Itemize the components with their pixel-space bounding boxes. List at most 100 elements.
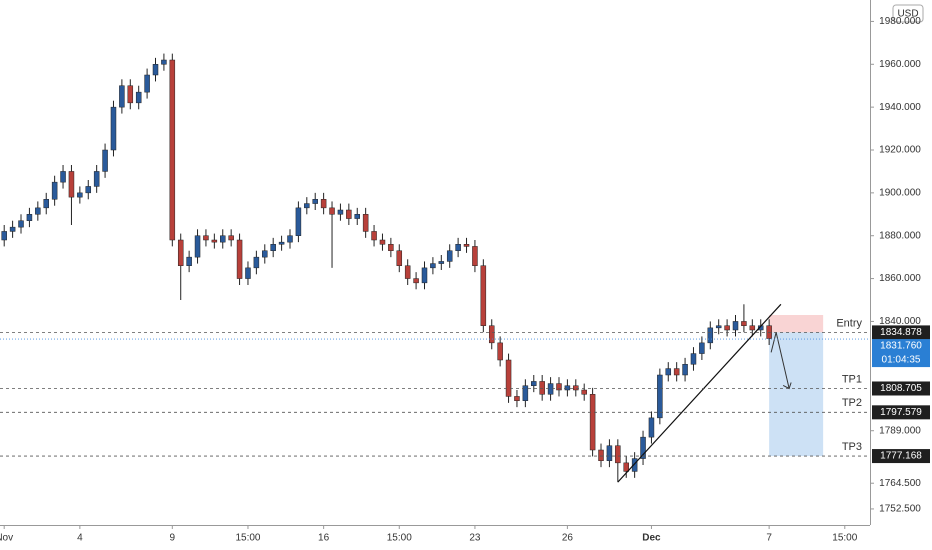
candle-body [362,214,369,232]
candle-body [690,353,697,365]
candle-body [135,91,142,104]
candle-body [547,383,554,395]
x-tick-label: 15:00 [387,533,412,544]
candle-body [304,203,310,209]
candle-body [161,59,167,65]
candle-body [480,265,487,326]
candle-body [127,85,134,104]
price-label-box [872,325,930,340]
candle-body [522,385,529,401]
candle-body [539,381,545,395]
last-price-label: 1831.760 [880,341,922,352]
x-tick-label: 15:00 [235,533,260,544]
candle-body [35,207,41,215]
candle-body [615,445,621,464]
currency[interactable]: USD [897,9,918,20]
candle-body [707,327,714,344]
candle-body [531,381,537,386]
candle-body [1,231,7,241]
candle-body [581,389,587,395]
candle-body [169,59,176,241]
candle-body [337,209,344,215]
candle-body [68,171,75,198]
candle-body [699,342,705,354]
arrow-head [782,382,792,390]
candle-body [430,263,436,269]
y-tick-label: 1980.000 [879,16,921,27]
currency-box[interactable] [892,4,924,23]
level-name: TP2 [842,397,862,409]
candle-body [203,235,209,241]
candle-body [110,106,117,151]
candle-body [85,186,92,194]
candle-body [749,325,756,331]
price-label: 1777.168 [880,451,922,462]
x-tick-label: 15:00 [832,533,857,544]
price-label: 1797.579 [880,407,922,418]
candle-body [295,207,302,236]
x-tick-label: 4 [77,533,83,544]
candle-body [287,235,293,243]
candle-body [388,244,394,251]
x-tick-label: Dec [642,533,661,544]
price-label-box [872,449,930,464]
candle-body [228,235,234,241]
candle-body [438,261,445,264]
candle-body [648,417,655,438]
x-tick-label: Nov [0,533,13,544]
x-tick-label: 26 [562,533,574,544]
candle-body [177,239,184,266]
candle-body [270,244,276,251]
candle-body [278,241,285,245]
candle-body [93,171,100,187]
level-name: TP1 [842,373,862,385]
candle-body [657,374,663,419]
candle-body [488,325,495,344]
y-tick-label: 1789.000 [879,425,921,436]
candle-body [741,321,747,326]
candle-body [211,239,218,243]
y-tick-label: 1840.000 [879,316,921,327]
candle-body [606,445,613,461]
candle-body [682,364,688,376]
countdown: 01:04:35 [882,355,921,366]
candle-body [396,250,403,266]
candle-body [119,85,125,108]
level-name: Entry [836,317,862,329]
candle-body [564,385,571,391]
y-tick-label: 1752.500 [879,504,921,515]
last-price-box [872,339,930,368]
candle-body [194,235,201,258]
candle-body [18,220,24,228]
candle-body [329,207,335,215]
candle-body [673,368,680,376]
candle-body [505,359,512,397]
candle-body [472,246,478,266]
price-label: 1834.878 [880,327,922,338]
candle-body [236,239,243,279]
candle-body [421,267,428,284]
trendline [617,303,782,483]
candle-body [253,256,260,269]
candle-body [262,250,268,258]
candle-body [77,192,83,198]
candle-body [446,250,453,262]
level-name: TP3 [842,441,862,453]
candle-body [60,171,66,183]
price-label: 1808.705 [880,383,922,394]
x-tick-label: 7 [766,533,772,544]
candle-body [144,74,150,93]
candle-body [26,214,33,221]
candle-body [724,325,730,331]
candle-body [312,199,318,204]
y-tick-label: 1900.000 [879,187,921,198]
x-tick-label: 9 [170,533,176,544]
candle-body [589,394,596,451]
candle-body [455,244,461,251]
candle-body [631,458,638,472]
y-tick-label: 1764.500 [879,478,921,489]
candle-body [346,209,352,219]
candle-body [623,462,629,472]
price-label-box [872,405,930,420]
